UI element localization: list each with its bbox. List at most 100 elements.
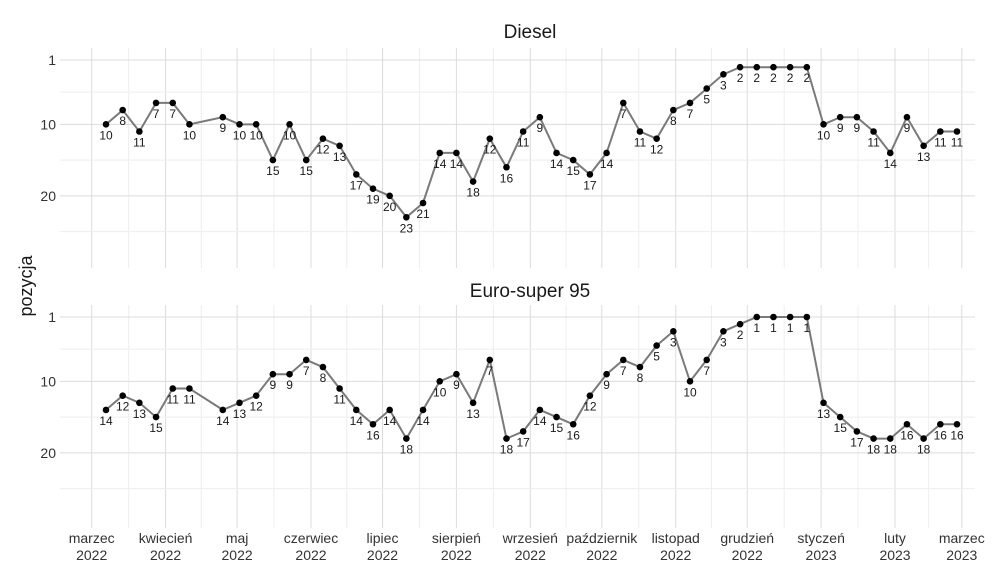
- data-label: 14: [433, 157, 447, 171]
- data-point: [720, 71, 727, 78]
- data-label: 2: [737, 71, 744, 85]
- data-point: [102, 121, 110, 128]
- x-tick-label-year: 2022: [295, 547, 326, 563]
- data-label: 11: [167, 393, 180, 407]
- data-label: 9: [904, 121, 911, 135]
- data-label: 13: [233, 407, 247, 421]
- data-label: 13: [133, 407, 147, 421]
- data-label: 18: [466, 186, 480, 200]
- x-tick-label-year: 2022: [586, 547, 617, 563]
- data-label: 2: [770, 71, 777, 85]
- x-tick-label-month: październik: [566, 530, 638, 546]
- data-label: 7: [620, 364, 627, 378]
- data-label: 10: [283, 128, 297, 142]
- data-label: 16: [500, 171, 514, 185]
- data-label: 7: [703, 364, 710, 378]
- data-label: 17: [850, 435, 864, 449]
- data-point: [770, 63, 777, 71]
- data-label: 3: [720, 78, 727, 92]
- data-point: [953, 420, 961, 428]
- y-tick-label: 10: [40, 373, 56, 389]
- data-point: [152, 413, 160, 421]
- data-label: 10: [99, 128, 113, 142]
- data-label: 23: [400, 221, 414, 235]
- data-label: 7: [303, 364, 310, 378]
- data-point: [252, 392, 260, 399]
- data-label: 8: [670, 114, 677, 128]
- data-label: 1: [770, 321, 777, 335]
- data-label: 20: [383, 200, 397, 214]
- data-point: [619, 99, 627, 107]
- data-point: [453, 370, 460, 378]
- x-tick-label-year: 2022: [660, 547, 691, 563]
- data-point: [252, 121, 260, 128]
- data-point: [119, 392, 126, 399]
- data-point: [603, 370, 610, 378]
- data-label: 14: [99, 414, 113, 428]
- x-tick-label-month: lipiec: [367, 530, 399, 546]
- data-point: [336, 142, 343, 150]
- data-point: [453, 149, 460, 157]
- x-tick-label-year: 2022: [76, 547, 107, 563]
- data-label: 1: [787, 321, 794, 335]
- data-point: [803, 313, 811, 321]
- data-label: 9: [270, 378, 277, 392]
- panel-title: Euro-super 95: [470, 281, 590, 302]
- data-point: [486, 356, 494, 364]
- x-tick-label-month: luty: [884, 530, 906, 546]
- data-label: 12: [483, 143, 497, 157]
- data-label: 18: [500, 443, 514, 457]
- data-point: [937, 128, 944, 135]
- data-point: [886, 149, 894, 157]
- data-point: [119, 106, 126, 114]
- data-label: 9: [453, 378, 460, 392]
- data-label: 15: [834, 421, 848, 435]
- data-point: [953, 128, 961, 135]
- data-label: 14: [884, 157, 898, 171]
- data-label: 18: [884, 443, 898, 457]
- data-point: [536, 406, 544, 414]
- x-tick-label-year: 2022: [515, 547, 546, 563]
- x-tick-label-year: 2023: [879, 547, 910, 563]
- data-point: [269, 370, 277, 378]
- data-label: 10: [183, 128, 197, 142]
- data-label: 1: [753, 321, 760, 335]
- data-point: [586, 171, 594, 178]
- data-label: 13: [466, 407, 480, 421]
- data-label: 14: [383, 414, 397, 428]
- data-point: [670, 106, 677, 114]
- data-label: 9: [219, 121, 226, 135]
- data-point: [403, 435, 410, 442]
- data-label: 11: [517, 136, 530, 150]
- y-tick-label: 20: [40, 445, 56, 461]
- data-label: 10: [817, 128, 831, 142]
- data-label: 15: [149, 421, 163, 435]
- data-point: [920, 142, 927, 150]
- data-label: 7: [153, 107, 160, 121]
- data-label: 13: [917, 150, 931, 164]
- data-point: [519, 128, 527, 135]
- data-point: [486, 135, 494, 142]
- data-point: [419, 406, 427, 414]
- data-point: [653, 135, 660, 142]
- panel-title: Diesel: [504, 22, 557, 43]
- data-point: [336, 385, 343, 392]
- data-label: 2: [753, 71, 760, 85]
- data-label: 12: [583, 400, 597, 414]
- data-point: [219, 113, 227, 121]
- x-tick-label-month: styczeń: [797, 530, 844, 546]
- data-label: 2: [787, 71, 794, 85]
- data-point: [302, 156, 310, 164]
- data-point: [419, 199, 427, 207]
- data-label: 11: [867, 136, 880, 150]
- x-tick-label-month: grudzień: [720, 530, 774, 546]
- data-point: [319, 135, 327, 142]
- data-point: [736, 320, 744, 328]
- data-label: 9: [603, 378, 610, 392]
- data-label: 14: [600, 157, 614, 171]
- data-point: [686, 378, 694, 385]
- data-label: 16: [934, 428, 948, 442]
- data-label: 5: [703, 93, 710, 107]
- data-point: [369, 185, 377, 192]
